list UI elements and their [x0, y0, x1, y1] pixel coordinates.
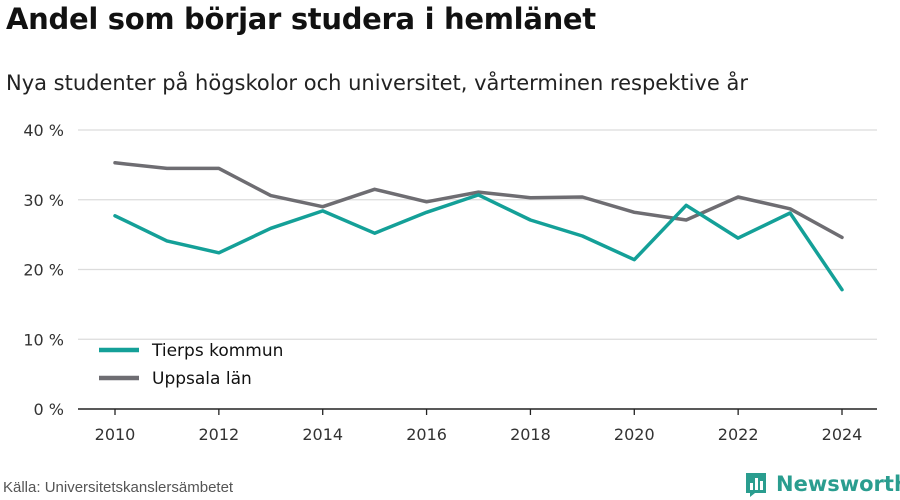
x-tick-label: 2014	[302, 425, 343, 444]
y-tick-label: 0 %	[34, 400, 64, 419]
series-line-uppsala-l-n	[113, 161, 844, 240]
y-tick-label: 30 %	[23, 191, 64, 210]
brand[interactable]: Newsworthy	[744, 470, 900, 498]
legend: Tierps kommun Uppsala län	[99, 341, 283, 389]
source-note: Källa: Universitetskanslersämbetet	[3, 479, 234, 496]
brand-name: Newsworthy	[776, 472, 900, 496]
gridlines	[78, 129, 877, 340]
y-tick-label: 20 %	[23, 261, 64, 280]
y-tick-label: 10 %	[23, 330, 64, 349]
x-tick-label: 2012	[198, 425, 239, 444]
axes: 0 % 10 % 20 % 30 % 40 % 2010 2012 2014 2016 2018 2…	[23, 121, 877, 444]
chart-title: Andel som börjar studera i hemlänet	[6, 2, 596, 36]
x-tick-label: 2010	[95, 425, 136, 444]
legend-label: Uppsala län	[152, 369, 252, 389]
x-tick-label: 2020	[614, 425, 655, 444]
x-tick-label: 2018	[510, 425, 551, 444]
x-tick-label: 2024	[822, 425, 863, 444]
line-chart: 0 % 10 % 20 % 30 % 40 % 2010 2012 2014 2016 2018 2…	[23, 121, 877, 444]
bar-chart-logo-icon	[746, 473, 766, 497]
y-tick-label: 40 %	[23, 121, 64, 140]
chart-subtitle: Nya studenter på högskolor och universit…	[6, 71, 748, 95]
series-line-tierps-kommun	[113, 193, 844, 292]
x-tick-label: 2022	[718, 425, 759, 444]
legend-label: Tierps kommun	[151, 341, 283, 361]
series-lines	[113, 161, 844, 292]
x-tick-label: 2016	[406, 425, 447, 444]
